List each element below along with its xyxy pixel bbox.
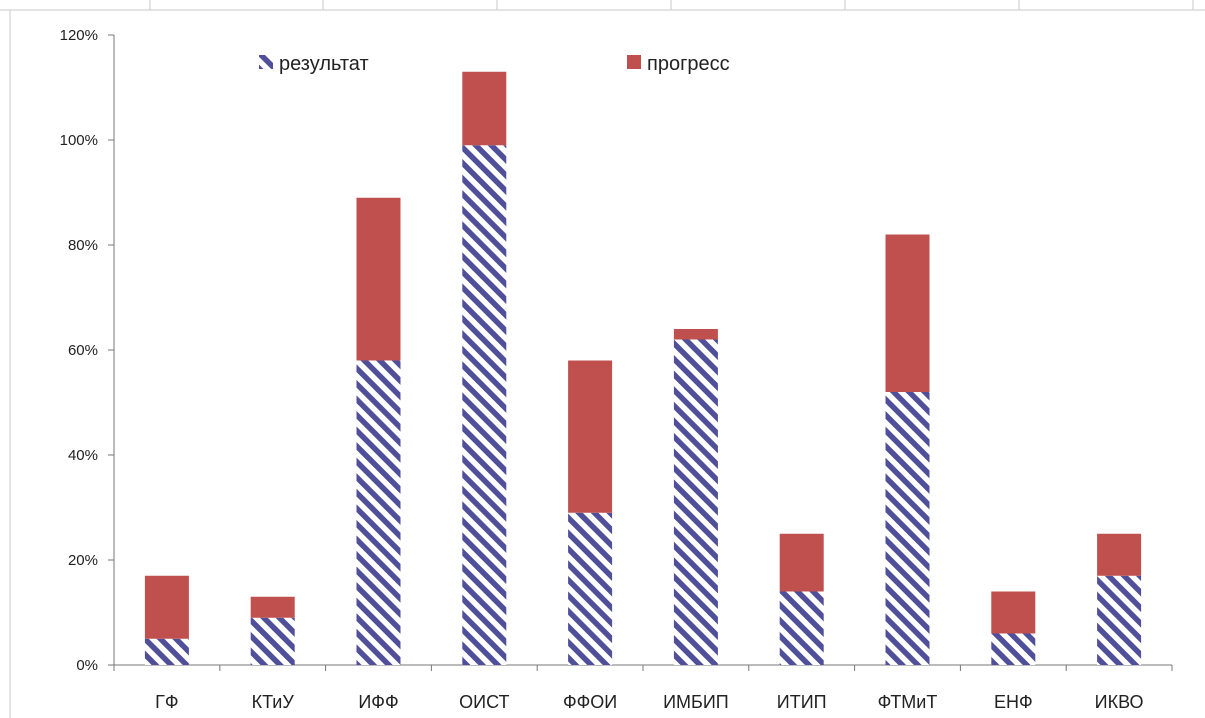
legend: результат прогресс bbox=[259, 53, 730, 75]
axes bbox=[108, 34, 1173, 671]
x-category-label: ГФ bbox=[155, 692, 178, 712]
x-category-label: ЕНФ bbox=[994, 692, 1033, 712]
y-tick-labels: 0% 20% 40% 60% 80% 100% 120% bbox=[60, 27, 98, 674]
bar-progress bbox=[144, 575, 189, 639]
bar-result bbox=[673, 339, 718, 665]
bar-result bbox=[991, 633, 1036, 665]
bar-progress bbox=[250, 596, 295, 618]
legend-item-progress: прогресс bbox=[627, 53, 730, 75]
legend-label-progress: прогресс bbox=[647, 53, 730, 75]
legend-label-result: результат bbox=[279, 53, 369, 75]
legend-swatch-result bbox=[259, 55, 273, 69]
y-tick-label: 20% bbox=[68, 552, 98, 569]
x-category-label: КТиУ bbox=[252, 692, 295, 712]
x-category-label: ФТМиТ bbox=[878, 692, 938, 712]
bar-progress bbox=[991, 591, 1036, 634]
bar-result bbox=[144, 638, 189, 665]
y-tick-label: 80% bbox=[68, 237, 98, 254]
x-category-label: ФФОИ bbox=[563, 692, 617, 712]
x-category-label: ИКВО bbox=[1095, 692, 1144, 712]
bar-result bbox=[462, 145, 507, 665]
bar-result bbox=[356, 360, 401, 665]
bar-progress bbox=[885, 234, 930, 392]
bar-progress bbox=[1097, 533, 1142, 576]
bar-result bbox=[568, 512, 613, 665]
y-tick-label: 120% bbox=[60, 27, 98, 44]
bar-result bbox=[1097, 575, 1142, 665]
x-category-label: ИМБИП bbox=[663, 692, 729, 712]
legend-swatch-progress bbox=[627, 55, 641, 69]
bar-result bbox=[885, 392, 930, 665]
bar-result bbox=[779, 591, 824, 665]
bar-progress bbox=[779, 533, 824, 592]
legend-item-result: результат bbox=[259, 53, 369, 75]
y-tick-label: 60% bbox=[68, 342, 98, 359]
bar-progress bbox=[356, 197, 401, 361]
y-tick-label: 40% bbox=[68, 447, 98, 464]
bars-group bbox=[144, 71, 1142, 665]
bar-result bbox=[250, 617, 295, 665]
y-tick-label: 0% bbox=[76, 657, 98, 674]
bar-progress bbox=[673, 329, 718, 340]
category-labels: ГФ КТиУ ИФФ ОИСТ ФФОИ ИМБИП ИТИП ФТМиТ ЕНФ ИКВО bbox=[155, 692, 1143, 712]
x-category-label: ИФФ bbox=[358, 692, 398, 712]
x-category-label: ИТИП bbox=[777, 692, 827, 712]
y-tick-label: 100% bbox=[60, 132, 98, 149]
x-category-label: ОИСТ bbox=[459, 692, 509, 712]
bar-progress bbox=[462, 71, 507, 146]
bar-progress bbox=[568, 360, 613, 513]
